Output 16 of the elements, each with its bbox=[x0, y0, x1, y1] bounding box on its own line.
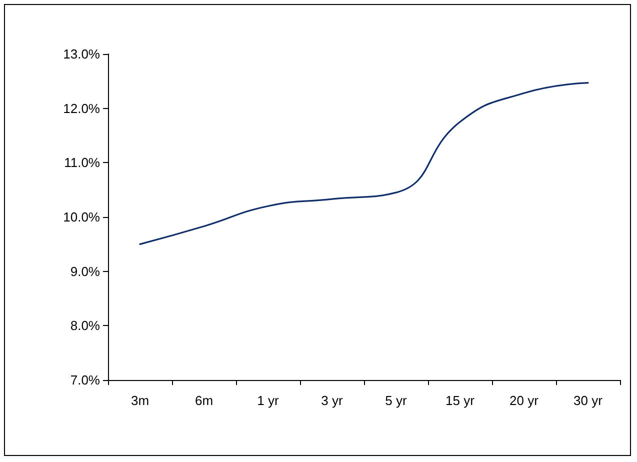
x-tick-label: 20 yr bbox=[510, 393, 540, 408]
y-tick-label: 10.0% bbox=[63, 210, 100, 224]
y-tick-label: 7.0% bbox=[70, 372, 100, 388]
x-tick-label: 6m bbox=[194, 393, 214, 408]
y-tick-label: 8.0% bbox=[70, 318, 100, 334]
y-tick-label: 11.0% bbox=[64, 155, 100, 170]
x-tick-label: 1 yr bbox=[257, 393, 280, 408]
line-series bbox=[139, 82, 589, 245]
y-tick-label: 13.0% bbox=[63, 46, 100, 62]
x-tick-label: 15 yr bbox=[446, 393, 476, 408]
x-tick-label: 30 yr bbox=[574, 393, 604, 408]
x-tick-label: 3m bbox=[130, 393, 150, 408]
x-tick-label: 3 yr bbox=[321, 393, 344, 408]
y-tick-label: 9.0% bbox=[70, 264, 100, 279]
y-tick-label: 12.0% bbox=[63, 100, 100, 116]
x-tick-label: 5 yr bbox=[385, 393, 408, 408]
